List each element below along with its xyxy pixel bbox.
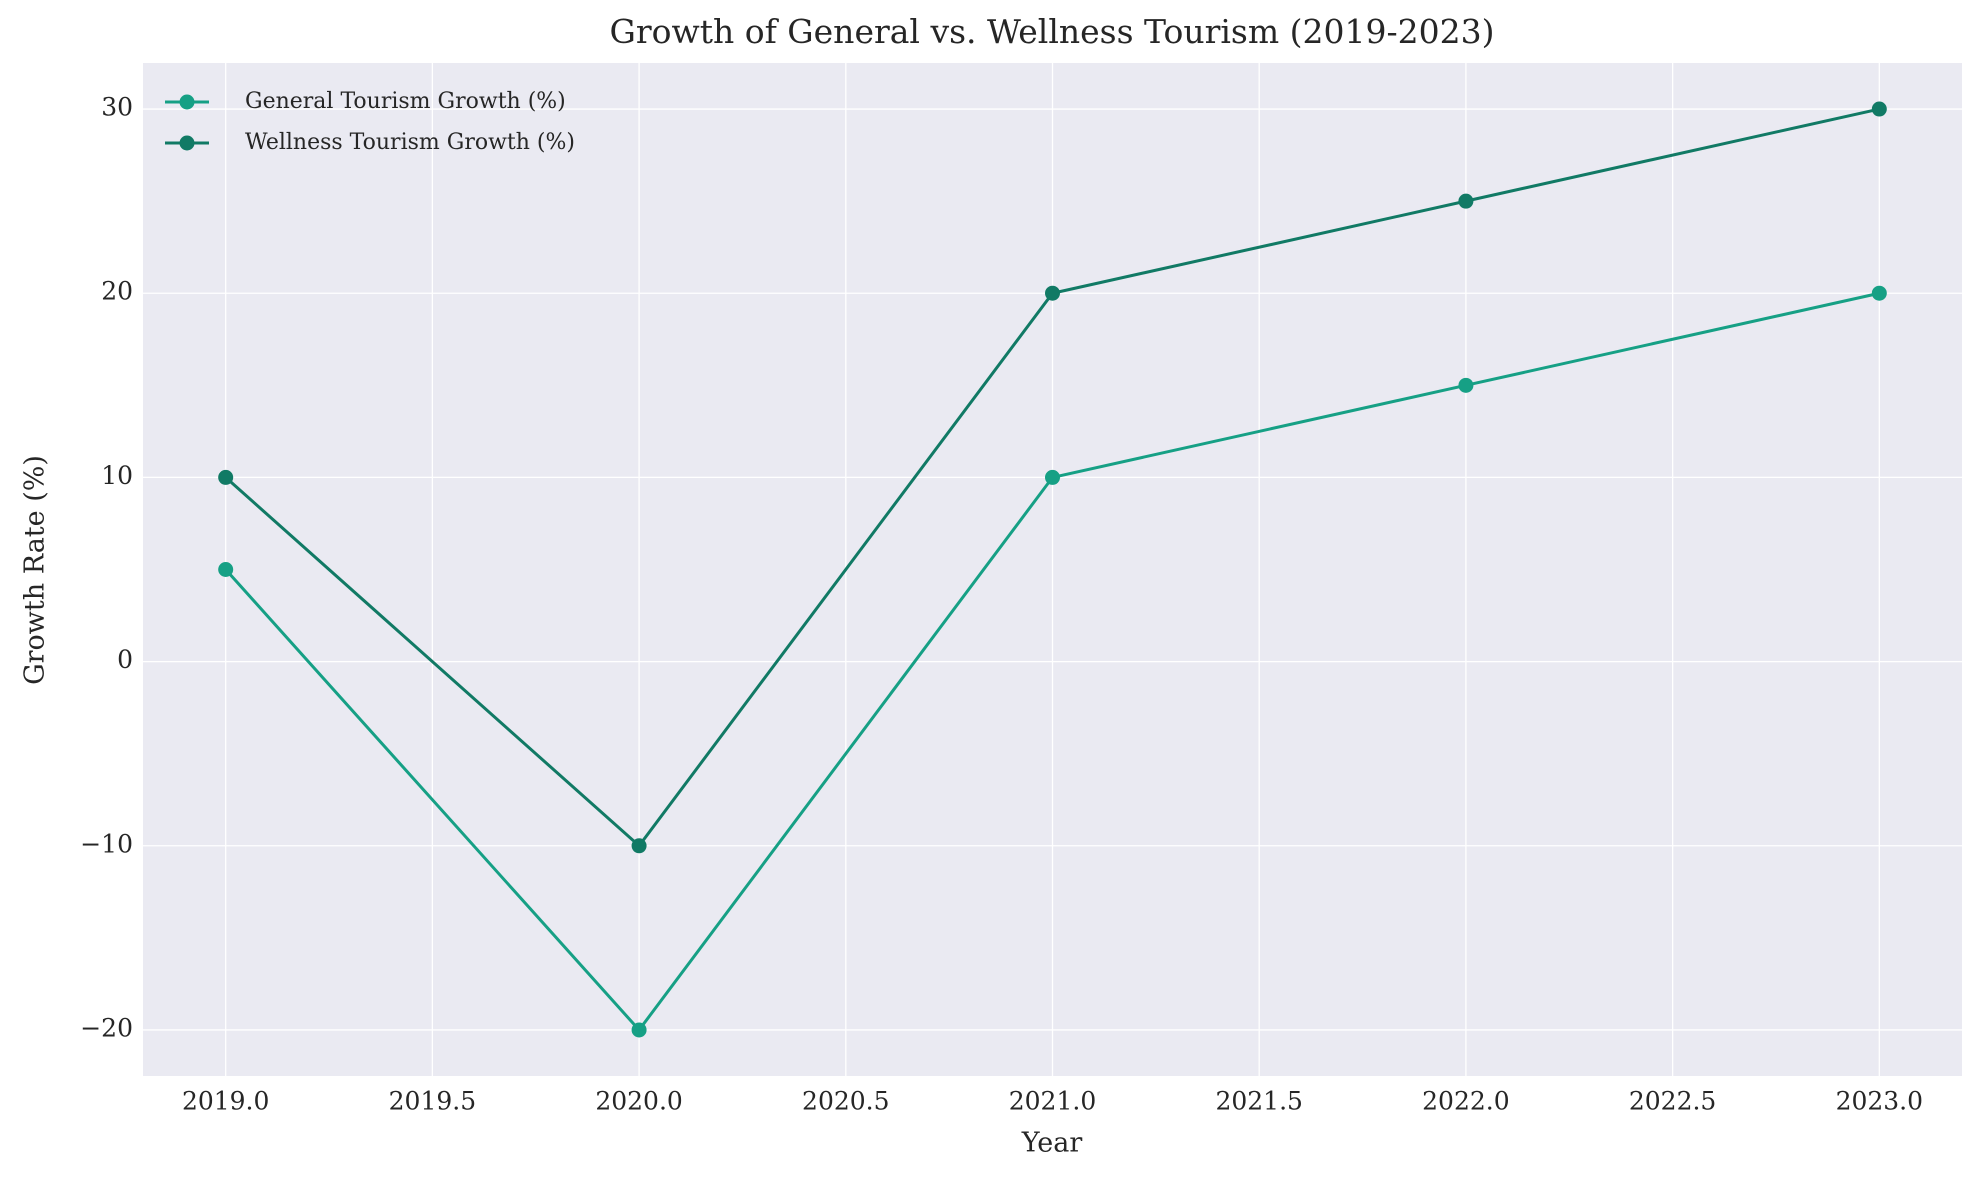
x-tick-label: 2021.5 — [1215, 1087, 1302, 1116]
x-tick-label: 2020.5 — [802, 1087, 889, 1116]
legend-label: Wellness Tourism Growth (%) — [245, 130, 575, 155]
x-tick-label: 2022.0 — [1422, 1087, 1509, 1116]
point — [1045, 285, 1060, 301]
point — [1458, 193, 1474, 209]
point — [1458, 377, 1474, 393]
x-tick-label: 2020.0 — [595, 1087, 682, 1116]
legend-marker — [179, 94, 195, 110]
chart-title: Growth of General vs. Wellness Tourism (… — [609, 12, 1494, 51]
x-tick-label: 2019.0 — [182, 1087, 269, 1116]
y-tick-label: 20 — [101, 277, 133, 306]
y-tick-label: 30 — [101, 93, 133, 122]
point — [631, 838, 647, 854]
legend-marker — [179, 135, 195, 151]
point — [1871, 285, 1887, 301]
point — [218, 562, 234, 577]
x-tick-label: 2019.5 — [389, 1087, 476, 1116]
y-tick-label: 0 — [117, 645, 133, 674]
legend-label: General Tourism Growth (%) — [245, 89, 566, 114]
x-tick-label: 2021.0 — [1009, 1087, 1096, 1116]
y-tick-label: −20 — [80, 1013, 133, 1042]
x-axis-label: Year — [1021, 1128, 1083, 1159]
point — [1045, 469, 1060, 485]
y-tick-label: 10 — [101, 461, 133, 490]
y-tick-label: −10 — [80, 829, 133, 858]
point — [218, 469, 234, 485]
point — [631, 1022, 647, 1038]
x-tick-label: 2023.0 — [1836, 1087, 1923, 1116]
y-axis-label: Growth Rate (%) — [20, 455, 51, 685]
x-tick-label: 2022.5 — [1629, 1087, 1716, 1116]
point — [1871, 101, 1887, 117]
